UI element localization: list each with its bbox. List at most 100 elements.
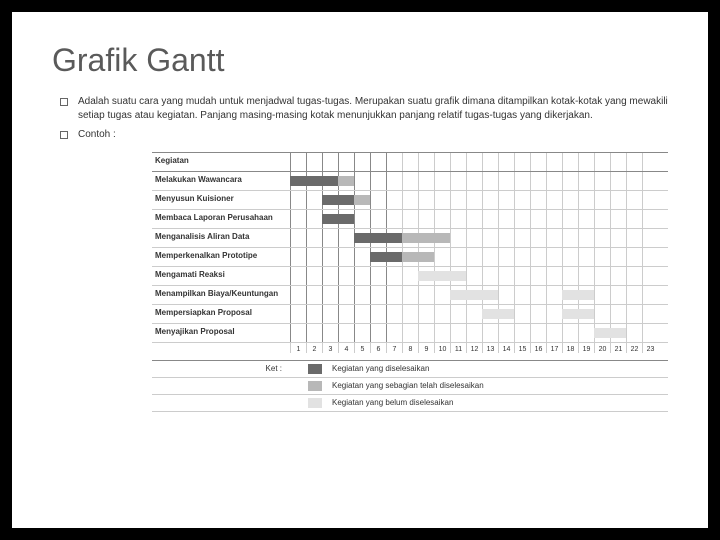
gantt-cell xyxy=(626,191,642,209)
gantt-axis-label: 19 xyxy=(578,343,594,353)
gantt-cell xyxy=(290,305,306,323)
gantt-cell xyxy=(386,191,402,209)
gantt-bar xyxy=(322,195,354,205)
gantt-cell xyxy=(642,210,658,228)
gantt-cell xyxy=(402,324,418,342)
gantt-task-row: Menampilkan Biaya/Keuntungan xyxy=(152,286,668,305)
gantt-cell xyxy=(642,172,658,190)
gantt-cell xyxy=(642,191,658,209)
gantt-cell xyxy=(402,153,418,171)
gantt-cell xyxy=(482,267,498,285)
gantt-task-label: Menyusun Kuisioner xyxy=(152,191,290,206)
gantt-cell xyxy=(450,324,466,342)
gantt-axis-label: 23 xyxy=(642,343,658,353)
gantt-task-label: Menampilkan Biaya/Keuntungan xyxy=(152,286,290,301)
gantt-cell xyxy=(546,153,562,171)
gantt-axis-label: 22 xyxy=(626,343,642,353)
bullet-item: Adalah suatu cara yang mudah untuk menja… xyxy=(52,95,668,122)
legend-text: Kegiatan yang sebagian telah diselesaika… xyxy=(332,381,484,390)
gantt-cell xyxy=(530,172,546,190)
gantt-cell xyxy=(434,248,450,266)
gantt-cell xyxy=(482,324,498,342)
gantt-cell xyxy=(402,191,418,209)
gantt-cell xyxy=(642,324,658,342)
gantt-cell xyxy=(626,305,642,323)
gantt-cell xyxy=(514,210,530,228)
gantt-cell xyxy=(290,286,306,304)
gantt-bar xyxy=(562,309,594,319)
gantt-cell xyxy=(338,229,354,247)
gantt-cell xyxy=(530,305,546,323)
gantt-cell xyxy=(402,286,418,304)
gantt-axis-label: 20 xyxy=(594,343,610,353)
gantt-cell xyxy=(434,305,450,323)
gantt-axis-label: 6 xyxy=(370,343,386,353)
gantt-cell xyxy=(370,324,386,342)
gantt-cell xyxy=(578,324,594,342)
gantt-cell xyxy=(354,210,370,228)
gantt-cell xyxy=(370,210,386,228)
gantt-cell xyxy=(482,229,498,247)
gantt-cell xyxy=(482,210,498,228)
gantt-bar xyxy=(418,271,466,281)
gantt-axis-label: 15 xyxy=(514,343,530,353)
legend-text: Kegiatan yang belum diselesaikan xyxy=(332,398,453,407)
gantt-cell xyxy=(530,324,546,342)
gantt-cell xyxy=(626,153,642,171)
page-title: Grafik Gantt xyxy=(52,42,668,79)
gantt-bar xyxy=(482,309,514,319)
gantt-cell xyxy=(482,153,498,171)
gantt-axis-label: 9 xyxy=(418,343,434,353)
gantt-cell xyxy=(338,324,354,342)
gantt-cell xyxy=(466,210,482,228)
gantt-cell xyxy=(514,267,530,285)
gantt-cell xyxy=(546,267,562,285)
gantt-cell xyxy=(562,210,578,228)
gantt-task-row: Menyusun Kuisioner xyxy=(152,191,668,210)
gantt-cell xyxy=(418,191,434,209)
gantt-cell xyxy=(290,153,306,171)
gantt-cell xyxy=(562,172,578,190)
gantt-cell xyxy=(290,191,306,209)
gantt-cell xyxy=(306,324,322,342)
gantt-cell xyxy=(546,191,562,209)
gantt-cell xyxy=(546,172,562,190)
gantt-cell xyxy=(594,153,610,171)
gantt-cell xyxy=(610,267,626,285)
gantt-cell xyxy=(546,324,562,342)
gantt-cell xyxy=(354,172,370,190)
gantt-cell xyxy=(434,210,450,228)
gantt-cell xyxy=(450,305,466,323)
gantt-cell xyxy=(402,305,418,323)
gantt-cell xyxy=(402,210,418,228)
gantt-cell xyxy=(290,248,306,266)
gantt-cell xyxy=(354,305,370,323)
gantt-axis-label: 14 xyxy=(498,343,514,353)
gantt-cell xyxy=(626,248,642,266)
gantt-cell xyxy=(546,248,562,266)
gantt-cell xyxy=(562,229,578,247)
gantt-cell xyxy=(514,324,530,342)
gantt-axis-label: 17 xyxy=(546,343,562,353)
gantt-task-label: Menganalisis Aliran Data xyxy=(152,229,290,244)
gantt-cell xyxy=(434,191,450,209)
gantt-task-row: Mempersiapkan Proposal xyxy=(152,305,668,324)
gantt-cell xyxy=(418,153,434,171)
gantt-cell xyxy=(594,172,610,190)
gantt-cell xyxy=(626,267,642,285)
gantt-cell xyxy=(402,172,418,190)
gantt-cell xyxy=(466,153,482,171)
gantt-axis-label: 18 xyxy=(562,343,578,353)
gantt-cell xyxy=(610,229,626,247)
gantt-axis-label: 16 xyxy=(530,343,546,353)
gantt-cell xyxy=(626,210,642,228)
gantt-task-label: Melakukan Wawancara xyxy=(152,172,290,187)
gantt-bar xyxy=(322,214,354,224)
gantt-bar xyxy=(402,252,434,262)
gantt-cell xyxy=(626,229,642,247)
gantt-cell xyxy=(562,324,578,342)
gantt-header-label: Kegiatan xyxy=(152,153,290,168)
gantt-axis-label: 1 xyxy=(290,343,306,353)
legend-swatch xyxy=(308,381,322,391)
gantt-cell xyxy=(338,305,354,323)
